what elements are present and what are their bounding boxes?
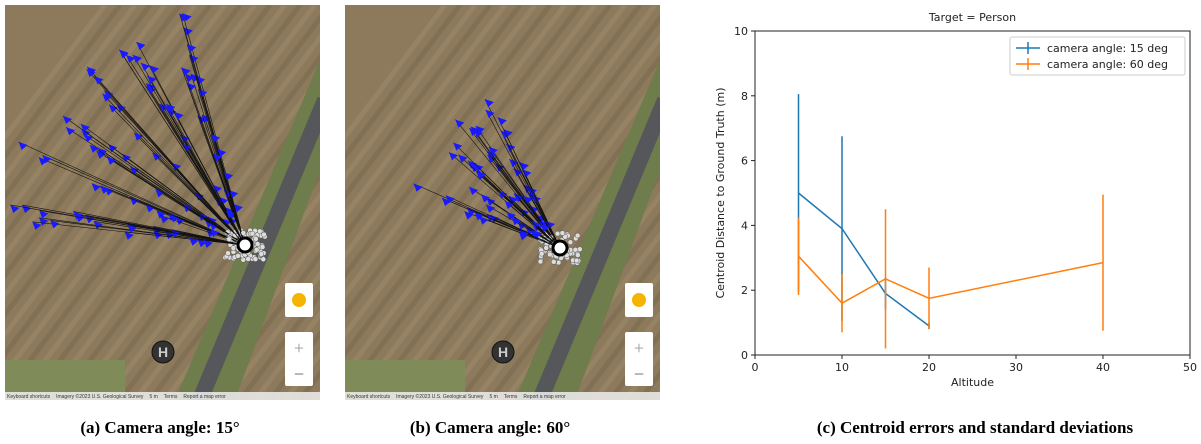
chart-title: Target = Person [928,11,1016,24]
dot [555,231,560,236]
dot [246,257,251,262]
dot [560,231,565,236]
caption: (b) Camera angle: 60° [410,418,570,437]
footer-text: Keyboard shortcuts [7,394,51,400]
footer-text: Terms [164,394,178,400]
field-stripe [700,5,1000,400]
legend-label: camera angle: 15 deg [1047,42,1168,55]
pegman [292,293,306,307]
dot [235,253,240,258]
zoom-in: + [634,338,644,358]
field-stripe [625,5,925,400]
dot [259,251,264,256]
footer-text: 5 m [489,394,497,400]
series-line [799,256,1104,303]
series-line [799,193,930,326]
dot [253,236,258,241]
pin [553,241,567,255]
plot-frame [755,31,1190,355]
dot [538,259,543,264]
footer-bg [5,392,320,400]
y-axis-label: Centroid Distance to Ground Truth (m) [714,87,727,298]
dot [226,251,231,256]
dot [547,252,552,257]
dot [250,231,255,236]
footer-bg [345,392,660,400]
chart: Target = Person Altitude Centroid Distance… [714,11,1197,389]
dot [253,257,258,262]
dot [544,245,549,250]
y-tick-label: 8 [741,90,748,103]
dot [575,233,580,238]
footer-text: Report a map error [523,394,566,400]
dot [254,247,259,252]
footer-text: Report a map error [183,394,226,400]
footer-text: 5 m [149,394,157,400]
pegman [632,293,646,307]
footer-text: Imagery ©2023 U.S. Geological Survey [56,393,144,400]
pin [238,238,252,252]
field-stripe [640,5,940,400]
page: H + − Keyboard shortcuts Imagery ©2023 U.S. … [0,0,1201,444]
zoom-out: − [634,364,644,384]
footer-text: Terms [504,394,518,400]
y-tick-label: 2 [741,284,748,297]
dot [575,253,580,258]
field-stripe [685,5,985,400]
dot [539,251,544,256]
x-tick-label: 50 [1183,361,1197,374]
figure: H + − Keyboard shortcuts Imagery ©2023 U.S. … [0,0,1201,444]
x-axis-label: Altitude [951,376,994,389]
caption: (a) Camera angle: 15° [80,418,239,437]
dot [551,259,556,264]
y-tick-label: 0 [741,349,748,362]
dot [261,232,266,237]
dot [257,229,262,234]
dot [255,242,260,247]
dot [227,237,232,242]
field-stripe [730,5,1030,400]
x-tick-label: 30 [1009,361,1023,374]
field-stripe [655,5,955,400]
y-tick-label: 10 [734,25,748,38]
dot [260,245,265,250]
maps: H + − Keyboard shortcuts Imagery ©2023 U.S. … [0,5,1030,400]
caption: (c) Centroid errors and standard deviati… [817,418,1134,437]
dot [574,258,579,263]
y-tick-label: 6 [741,155,748,168]
x-tick-label: 20 [922,361,936,374]
zoom-in: + [294,338,304,358]
dot [231,246,236,251]
helipad: H [158,344,168,360]
helipad: H [498,344,508,360]
y-tick-label: 4 [741,219,748,232]
x-tick-label: 0 [752,361,759,374]
zoom-out: − [294,364,304,384]
dot [568,240,573,245]
x-tick-label: 10 [835,361,849,374]
legend-label: camera angle: 60 deg [1047,58,1168,71]
dot [261,257,266,262]
footer-text: Imagery ©2023 U.S. Geological Survey [396,393,484,400]
footer-text: Keyboard shortcuts [347,394,391,400]
field-stripe [715,5,1015,400]
x-tick-label: 40 [1096,361,1110,374]
